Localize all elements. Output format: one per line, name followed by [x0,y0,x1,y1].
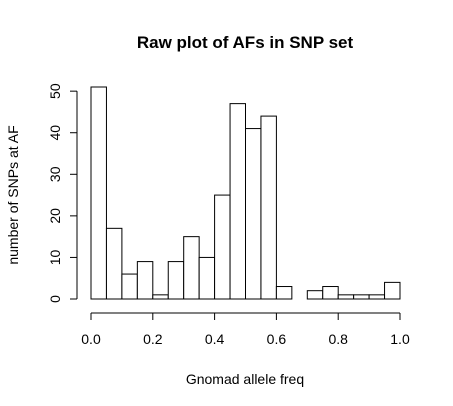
x-axis-label: Gnomad allele freq [186,371,304,387]
histogram-bar-9 [229,103,247,300]
chart-title: Raw plot of AFs in SNP set [137,33,354,52]
y-tick-label-3: 30 [47,166,63,182]
x-tick-label-0: 0.0 [81,331,101,347]
histogram-bar-0 [90,86,107,300]
histogram-bar-5 [167,261,185,300]
histogram-bar-15 [322,286,339,300]
y-tick-label-5: 50 [47,83,63,99]
histogram-bar-16 [337,294,355,300]
y-tick-label-1: 10 [47,249,63,265]
x-tick-label-4: 0.8 [328,331,348,347]
y-tick-label-4: 40 [47,125,63,141]
histogram-bar-2 [121,273,138,300]
histogram-bar-8 [214,194,231,300]
y-tick-label-2: 20 [47,208,63,224]
histogram-bar-10 [245,128,262,300]
histogram-bar-18 [368,294,386,300]
x-tick-label-3: 0.6 [267,331,287,347]
histogram-bar-7 [198,256,216,300]
histogram-bar-6 [183,236,200,300]
histogram-bar-17 [353,294,370,300]
x-tick-label-5: 1.0 [390,331,410,347]
x-axis: 0.0 0.2 0.4 0.6 0.8 1.0 [81,312,410,347]
histogram-bar-12 [275,286,293,300]
histogram-bar-1 [105,227,123,300]
x-tick-label-1: 0.2 [143,331,163,347]
histogram-bar-11 [260,115,277,300]
y-axis: 0 10 20 30 40 50 [47,83,78,303]
y-axis-label: number of SNPs at AF [5,125,21,264]
histogram-bar-3 [136,261,154,300]
y-tick-label-0: 0 [47,295,63,303]
histogram-bar-14 [306,290,324,300]
x-tick-label-2: 0.4 [205,331,225,347]
histogram-bar-4 [152,294,169,300]
histogram-bar-19 [384,281,401,300]
bars-group [90,86,401,300]
